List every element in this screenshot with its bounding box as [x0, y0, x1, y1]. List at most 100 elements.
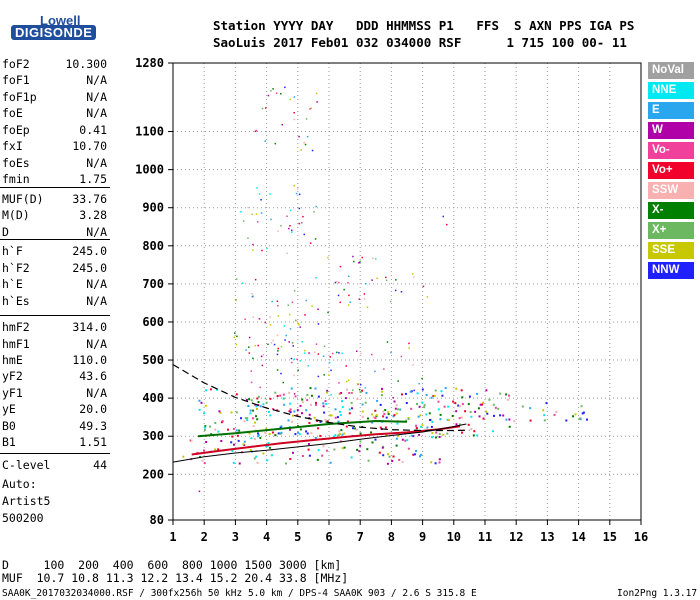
echo-point: [314, 437, 317, 439]
echo-point: [330, 369, 332, 372]
echo-point: [397, 434, 400, 437]
echo-point: [317, 308, 319, 310]
echo-point: [283, 325, 286, 327]
echo-point: [302, 215, 304, 218]
echo-point: [482, 401, 485, 404]
echo-point: [439, 413, 442, 416]
y-tick-label: 800: [142, 239, 164, 253]
echo-point: [256, 187, 258, 189]
echo-point: [395, 404, 398, 407]
echo-point: [437, 400, 440, 403]
param-label-md: M(D): [2, 208, 30, 222]
echo-point: [298, 324, 300, 326]
echo-point: [336, 416, 339, 419]
x-tick-label: 4: [263, 530, 270, 544]
echo-point: [529, 419, 532, 422]
echo-point: [317, 449, 320, 452]
echo-point: [261, 364, 264, 367]
echo-point: [467, 403, 470, 406]
echo-point: [277, 315, 280, 317]
echo-point: [499, 414, 502, 417]
echo-point: [334, 434, 337, 437]
echo-point: [277, 305, 279, 307]
echo-point: [407, 417, 410, 420]
echo-point: [415, 449, 417, 452]
echo-point: [182, 455, 185, 458]
echo-point: [259, 386, 261, 389]
echo-point: [256, 435, 259, 438]
echo-point: [382, 415, 385, 418]
echo-point: [404, 439, 407, 442]
echo-point: [418, 433, 421, 436]
echo-point: [280, 372, 282, 375]
echo-point: [476, 392, 479, 395]
echo-point: [419, 414, 422, 417]
echo-point: [247, 237, 249, 239]
echo-point: [420, 425, 423, 428]
echo-point: [454, 402, 457, 405]
echo-point: [214, 448, 217, 451]
echo-point: [244, 318, 246, 320]
echo-point: [386, 453, 389, 456]
x-tick-label: 8: [388, 530, 395, 544]
echo-point: [415, 424, 418, 427]
echo-point: [327, 311, 329, 314]
echo-point: [265, 427, 268, 430]
echo-point: [412, 453, 415, 456]
echo-point: [348, 294, 350, 297]
echo-point: [486, 412, 489, 415]
param-label-foep: foEp: [2, 123, 30, 137]
echo-point: [430, 461, 433, 464]
echo-point: [282, 393, 285, 396]
echo-point: [336, 351, 338, 354]
echo-point: [270, 218, 272, 221]
echo-point: [307, 443, 310, 445]
legend-item-e: E: [648, 102, 694, 119]
param-value-fxi: 10.70: [72, 139, 107, 153]
echo-point: [416, 403, 418, 405]
param-label-ye: yE: [2, 402, 16, 416]
echo-point: [214, 428, 217, 431]
echo-point: [375, 258, 377, 260]
echo-point: [582, 411, 585, 414]
echo-point: [273, 343, 276, 346]
echo-point: [340, 429, 343, 432]
echo-point: [574, 413, 577, 416]
echo-point: [301, 412, 303, 415]
echo-point: [461, 403, 464, 406]
echo-point: [423, 406, 426, 409]
echo-point: [325, 402, 328, 405]
echo-point: [248, 432, 251, 435]
echo-point: [446, 432, 449, 435]
echo-point: [246, 419, 249, 422]
param-label-fxi: fxI: [2, 139, 23, 153]
echo-point: [290, 387, 293, 390]
echo-point: [254, 404, 257, 406]
echo-point: [383, 368, 385, 370]
echo-point: [334, 281, 337, 284]
echo-point: [472, 434, 475, 437]
echo-point: [267, 442, 270, 445]
param-label-fof2: foF2: [2, 57, 30, 71]
echo-point: [410, 390, 413, 393]
echo-point: [337, 434, 340, 437]
echo-point: [319, 420, 322, 423]
echo-point: [308, 413, 311, 416]
echo-point: [264, 431, 267, 434]
param-separator: [0, 239, 110, 240]
echo-point: [553, 413, 556, 416]
param-label-fof1p: foF1p: [2, 90, 37, 104]
echo-point: [257, 344, 259, 347]
echo-point: [294, 433, 297, 436]
echo-point: [288, 227, 290, 230]
echo-point: [420, 453, 423, 456]
echo-point: [305, 118, 308, 120]
echo-point: [257, 432, 259, 435]
echo-point: [284, 86, 286, 89]
legend-item-nnw: NNW: [648, 262, 694, 279]
echo-point: [252, 425, 255, 428]
echo-point: [287, 304, 289, 306]
echo-point: [324, 418, 327, 421]
echo-point: [505, 418, 508, 421]
echo-point: [254, 421, 256, 424]
